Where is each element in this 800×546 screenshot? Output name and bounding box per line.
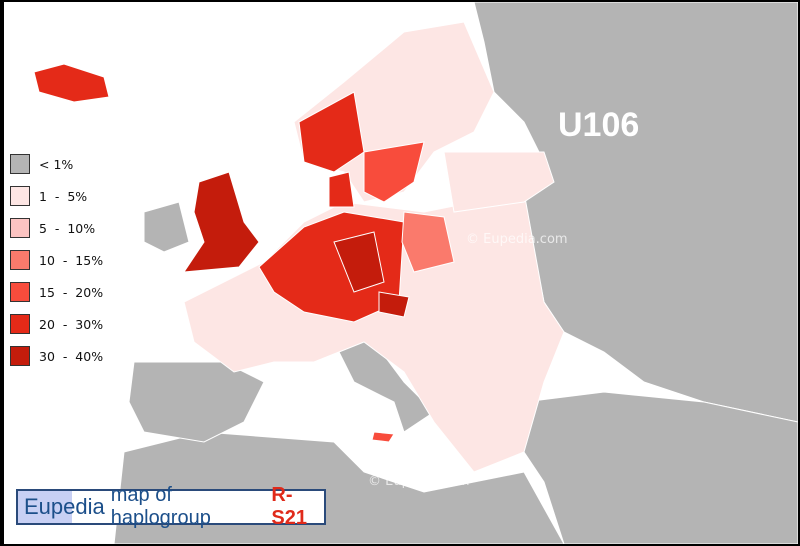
legend-swatch [10,314,30,334]
map-frame: U106 © Eupedia.com © Eupedia.com < 1% 1 … [4,2,798,544]
eu-flag-icon [18,491,72,523]
legend-swatch [10,218,30,238]
legend: < 1% 1 - 5% 5 - 10% 10 - 15% 15 - 20% 20… [10,148,103,372]
land-turkey [523,391,798,544]
land-ireland [143,201,190,253]
brand-logo: Eupedia [24,494,105,519]
subclade-label: U106 [558,106,640,144]
land-iceland [33,63,110,103]
land-britain [183,171,260,273]
watermark: © Eupedia.com [368,474,470,489]
legend-item: 1 - 5% [10,180,103,212]
legend-item: < 1% [10,148,103,180]
legend-swatch [10,346,30,366]
legend-label: 1 - 5% [39,188,88,204]
legend-item: 30 - 40% [10,340,103,372]
land-baltics [443,151,555,213]
legend-item: 10 - 15% [10,244,103,276]
region-denmark [328,171,355,208]
haplogroup-name: R-S21 [271,484,308,529]
legend-label: 30 - 40% [39,348,104,364]
region-norway [298,91,365,173]
legend-item: 20 - 30% [10,308,103,340]
map-title-banner: Eupedia map of haplogroup R-S21 [16,484,326,529]
region-germany-core [333,231,385,293]
legend-swatch [10,250,30,270]
region-sicily [371,431,395,443]
map-title: map of haplogroup [110,484,211,529]
europe-map [33,2,798,544]
legend-item: 5 - 10% [10,212,103,244]
legend-swatch [10,282,30,302]
legend-label: 5 - 10% [39,220,96,236]
legend-label: < 1% [39,156,74,172]
legend-swatch [10,154,30,174]
legend-item: 15 - 20% [10,276,103,308]
region-sweden [363,141,425,203]
land-iberia [128,361,265,443]
region-austria [378,291,410,318]
region-poland [401,211,455,273]
legend-swatch [10,186,30,206]
legend-label: 10 - 15% [39,252,104,268]
legend-label: 15 - 20% [39,284,104,300]
legend-label: 20 - 30% [39,316,104,332]
watermark: © Eupedia.com [466,232,568,247]
